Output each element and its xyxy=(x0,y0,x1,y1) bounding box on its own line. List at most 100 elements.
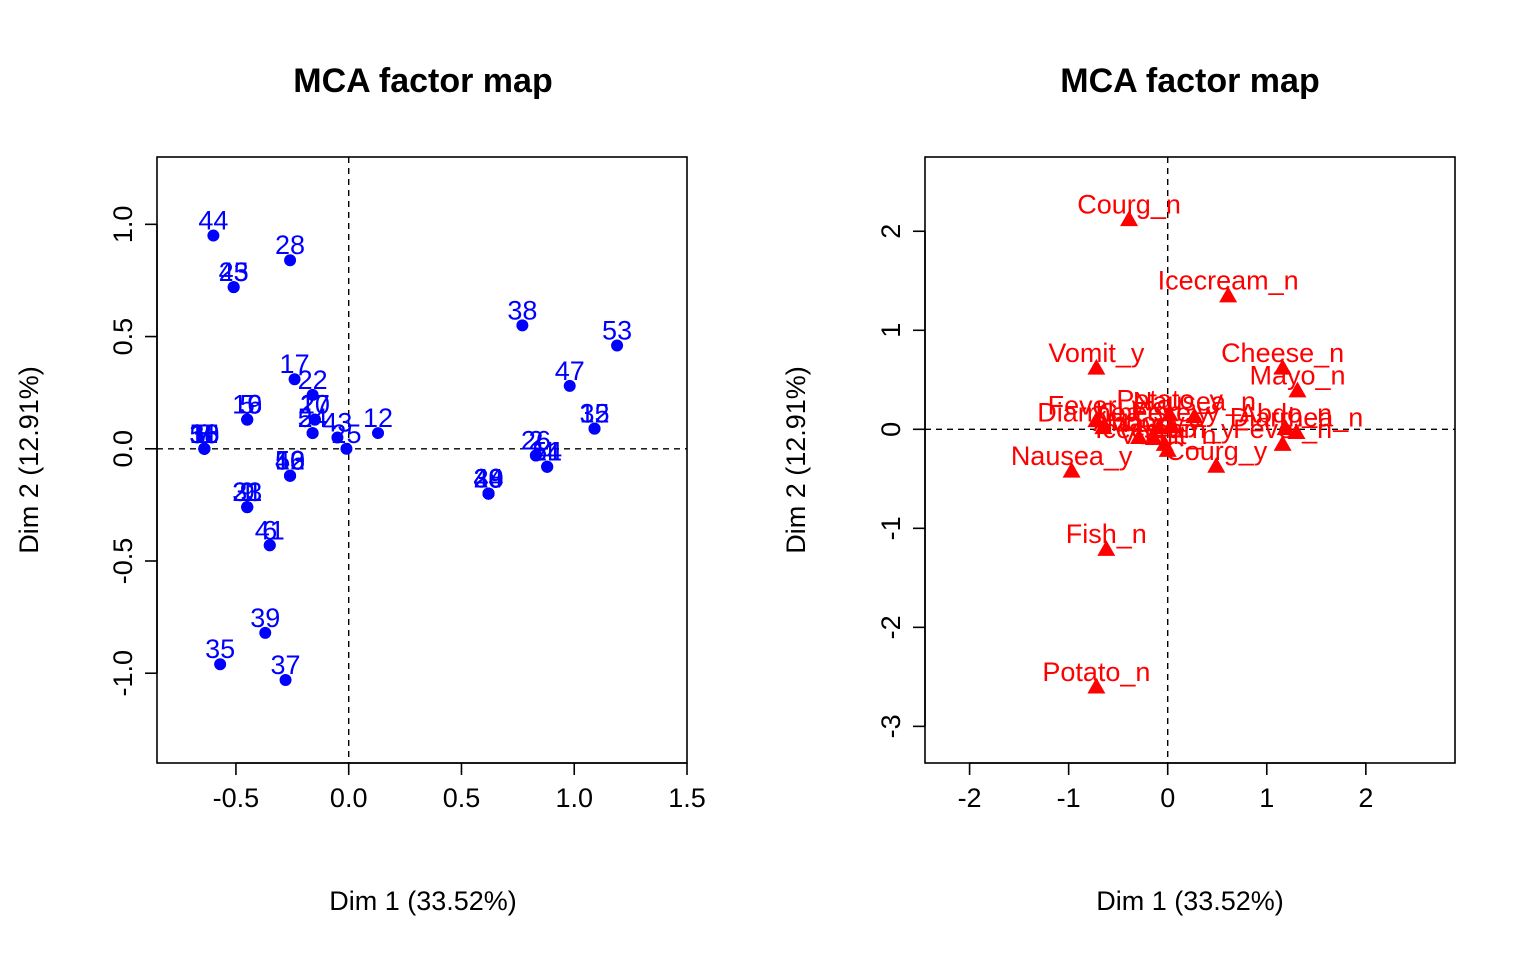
point-label: Nausea_y xyxy=(1011,441,1133,471)
data-point xyxy=(1219,286,1238,303)
data-point xyxy=(1287,423,1306,440)
y-axis-label: Dim 2 (12.91%) xyxy=(781,366,811,554)
y-tick-label: -1.0 xyxy=(108,650,138,697)
point-label: Potato_y xyxy=(1116,384,1223,414)
x-tick-label: -1 xyxy=(1057,783,1081,813)
data-point xyxy=(259,626,272,639)
y-tick-label: 0.5 xyxy=(108,318,138,356)
x-tick-label: 0.5 xyxy=(443,783,481,813)
point-label: 1 xyxy=(240,477,255,507)
y-axis-ticks: -1.0 -0.5 0.0 0.5 1.0 xyxy=(108,206,158,697)
data-point xyxy=(306,427,319,440)
point-label: 25 xyxy=(331,419,361,449)
point-label: Vomit_y xyxy=(1048,338,1145,368)
point-label: 10 xyxy=(300,390,330,420)
data-point xyxy=(529,449,542,462)
point-label: 51 xyxy=(532,437,562,467)
point-label: 9 xyxy=(240,477,255,507)
point-label: 46 xyxy=(275,446,305,476)
x-axis-label: Dim 1 (33.52%) xyxy=(1096,886,1284,916)
data-point xyxy=(227,281,240,294)
y-tick-label: -2 xyxy=(876,615,906,639)
x-tick-label: 1.0 xyxy=(555,783,593,813)
point-label: 45 xyxy=(219,257,249,287)
data-point xyxy=(263,539,276,552)
point-label: 6 xyxy=(262,515,277,545)
categories-factor-map: MCA factor map Dim 1 (33.52%) Dim 2 (12.… xyxy=(781,62,1456,916)
y-tick-label: 1.0 xyxy=(108,206,138,244)
point-label: 17 xyxy=(280,349,310,379)
point-label: Icecream_n xyxy=(1158,266,1299,296)
individuals-factor-map: MCA factor map Dim 1 (33.52%) Dim 2 (12.… xyxy=(14,62,706,916)
point-label: 19 xyxy=(232,390,262,420)
x-tick-label: -2 xyxy=(958,783,982,813)
data-point xyxy=(1087,677,1106,694)
point-label: Courg_n xyxy=(1077,189,1181,219)
point-label: 26 xyxy=(521,426,551,456)
point-label: Fish_y xyxy=(1131,396,1211,426)
data-point xyxy=(241,413,254,426)
data-point xyxy=(1161,417,1180,434)
data-point xyxy=(1185,407,1204,424)
point-label: 38 xyxy=(507,295,537,325)
data-point xyxy=(1094,418,1113,435)
data-point xyxy=(214,658,227,671)
x-tick-label: -0.5 xyxy=(213,783,260,813)
data-point xyxy=(331,431,344,444)
y-tick-label: -1 xyxy=(876,516,906,540)
data-point xyxy=(1129,428,1148,444)
point-label: 54 xyxy=(298,403,328,433)
x-axis-ticks: -0.5 0.0 0.5 1.0 1.5 xyxy=(213,762,706,813)
point-label: Mayo_n xyxy=(1249,361,1345,391)
point-label: 3 xyxy=(197,419,212,449)
point-label: Nausea_n xyxy=(1133,386,1256,416)
point-label: 12 xyxy=(363,403,393,433)
data-point xyxy=(340,442,353,455)
chart-title: MCA factor map xyxy=(293,62,552,100)
data-point xyxy=(1288,381,1307,398)
reference-lines xyxy=(157,157,687,763)
point-label: 5 xyxy=(240,390,255,420)
data-point xyxy=(284,469,297,482)
data-point xyxy=(306,388,319,401)
data-point xyxy=(563,379,576,392)
data-point xyxy=(308,413,321,426)
data-point xyxy=(372,427,385,440)
data-point xyxy=(1062,461,1081,478)
point-label: Vomit_n xyxy=(1119,420,1217,450)
point-label: Mayo_y xyxy=(1107,408,1202,438)
point-label: Abdo_n xyxy=(1239,398,1332,428)
data-point xyxy=(1276,419,1295,436)
data-point xyxy=(1273,358,1292,375)
point-label: 39 xyxy=(250,603,280,633)
y-axis-ticks: -3 -2 -1 0 1 2 xyxy=(876,224,926,738)
y-tick-label: -0.5 xyxy=(108,538,138,585)
data-point xyxy=(516,319,529,332)
point-label: Abdo_y xyxy=(1093,407,1185,437)
x-axis-ticks: -2 -1 0 1 2 xyxy=(958,762,1373,813)
point-label: 8 xyxy=(197,419,212,449)
reference-lines xyxy=(925,157,1455,763)
point-label: 40 xyxy=(474,464,504,494)
data-point xyxy=(1087,358,1106,375)
point-label: Fever_y xyxy=(1048,390,1146,420)
point-label: 22 xyxy=(298,365,328,395)
point-label: 30 xyxy=(189,419,219,449)
point-label: 7 xyxy=(197,419,212,449)
point-label: Icecream_y xyxy=(1095,414,1235,444)
data-point xyxy=(1207,456,1226,473)
data-point xyxy=(284,254,297,267)
point-label: Fever_n xyxy=(1233,414,1332,444)
data-point xyxy=(611,339,624,352)
data-point xyxy=(1158,441,1177,457)
point-label: Fish_n xyxy=(1066,519,1147,549)
x-tick-label: 1 xyxy=(1259,783,1274,813)
x-tick-label: 0.0 xyxy=(330,783,368,813)
point-label: Diarrhea_n xyxy=(1230,402,1364,432)
point-label: 35 xyxy=(205,634,235,664)
data-point xyxy=(288,373,301,386)
data-point xyxy=(588,422,601,435)
point-label: 43 xyxy=(322,408,352,438)
